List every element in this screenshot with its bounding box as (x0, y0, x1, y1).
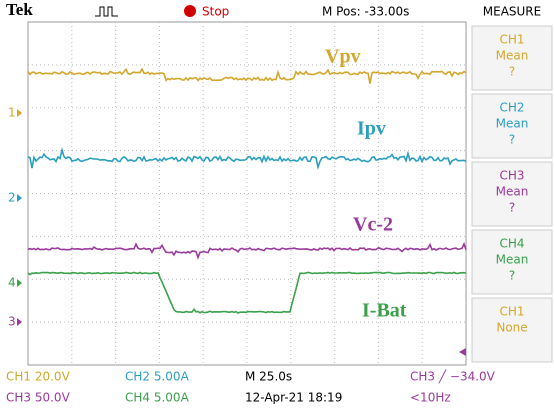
measure-text: Mean (496, 117, 529, 131)
measure-panel: CH1 Mean? CH2 Mean? CH3 Mean? CH4 Mean? CH1 None (472, 26, 552, 362)
measure-panel-title: MEASURE (483, 5, 541, 19)
run-status: Stop (202, 5, 229, 19)
brand: Tek (6, 0, 33, 19)
horizontal-position: M Pos: -33.00s (322, 5, 409, 19)
status-text: CH3 ╱ −34.0V (410, 369, 496, 384)
measure-text: Mean (496, 253, 529, 267)
trace-label: Ipv (357, 118, 386, 140)
stop-indicator (184, 5, 196, 17)
channel-marker: 4 (8, 276, 16, 290)
trace-label: Vpv (325, 46, 361, 68)
status-text: CH1 20.0V (6, 370, 71, 384)
status-text: CH3 50.0V (6, 391, 71, 405)
status-text: 12-Apr-21 18:19 (245, 391, 342, 405)
channel-marker: 1 (8, 106, 16, 120)
measure-text: CH2 (499, 101, 524, 115)
trace-label: I-Bat (362, 300, 407, 322)
status-text: CH2 5.00A (125, 370, 190, 384)
measure-text: CH4 (499, 237, 524, 251)
page: {"header": {"brand": "Tek", "status": "S… (0, 0, 554, 409)
measure-text: ? (509, 133, 515, 147)
measure-text: Mean (496, 49, 529, 63)
oscilloscope-screen: Tek Stop M Pos: -33.00s MEASURE Vpv Ipv … (0, 0, 554, 409)
channel-marker: 3 (8, 315, 16, 329)
trace-label: Vc-2 (353, 214, 393, 236)
status-text: M 25.0s (245, 370, 292, 384)
measure-text: None (496, 321, 527, 335)
measure-text: CH1 (499, 33, 524, 47)
measure-text: ? (509, 269, 515, 283)
channel-marker: 2 (8, 191, 16, 205)
measure-text: CH1 (499, 305, 524, 319)
measure-text: ? (509, 201, 515, 215)
measure-text: CH3 (499, 169, 524, 183)
status-text: <10Hz (410, 391, 451, 405)
measure-text: ? (509, 65, 515, 79)
measure-text: Mean (496, 185, 529, 199)
status-text: CH4 5.00A (125, 391, 190, 405)
